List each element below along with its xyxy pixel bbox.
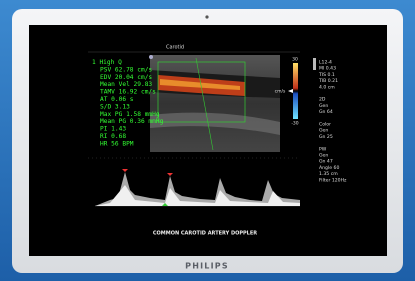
color-scale-bar (293, 63, 298, 119)
exam-title: Carotid (166, 45, 184, 51)
measurement: EDV 20.04 cm/s (100, 74, 152, 81)
measurement: PI 1.43 (100, 126, 126, 133)
gray-scale-bar (313, 58, 316, 70)
setting: Gen (319, 128, 328, 134)
setting: Gn 64 (319, 109, 333, 115)
measurement: HR 56 BPM (100, 140, 134, 147)
setting: Gen (319, 103, 328, 109)
setting: TIB 0.21 (318, 78, 338, 84)
measurement: Max PG 1.58 mmHg (100, 111, 160, 118)
measurement: 1 High Q (92, 59, 122, 66)
color-scale-unit: cm/s (275, 89, 286, 95)
setting: L12-4 (319, 60, 332, 66)
measurement: TAMV 16.92 cm/s (100, 89, 156, 96)
product-photo: PHILIPS Carotid 1 High QPSV 62.78 cm/sED… (0, 0, 415, 281)
ultrasound-image (150, 55, 280, 152)
camera (205, 15, 208, 18)
setting: Color (319, 122, 331, 128)
brand-logo: PHILIPS (185, 262, 229, 271)
setting: 4.0 cm (319, 84, 335, 90)
color-scale-top: 30 (292, 57, 298, 63)
setting: Gn 25 (319, 134, 333, 140)
setting: TIS 0.1 (318, 72, 335, 78)
probe-marker (149, 55, 153, 59)
setting: Gen (319, 153, 328, 159)
setting: 1.35 cm (319, 171, 338, 177)
color-scale-bottom: -30 (291, 121, 298, 127)
measurement: S/D 3.13 (100, 103, 130, 110)
setting: Angle 60 (319, 165, 339, 171)
setting: Filter 120Hz (319, 177, 347, 183)
setting: MI 0.43 (319, 66, 336, 72)
measurement: Mean PG 0.36 mmHg (100, 118, 164, 125)
setting: Gn 47 (319, 159, 333, 165)
measurement: Mean Vel 29.83 (100, 81, 152, 88)
measurement: RI 0.68 (100, 133, 126, 140)
measurement: PSV 62.78 cm/s (100, 66, 152, 73)
setting: 2D (319, 97, 326, 103)
doppler-caption: COMMON CAROTID ARTERY DOPPLER (153, 231, 257, 237)
measurement: AT 0.06 s (100, 96, 134, 103)
setting: PW (319, 146, 327, 152)
